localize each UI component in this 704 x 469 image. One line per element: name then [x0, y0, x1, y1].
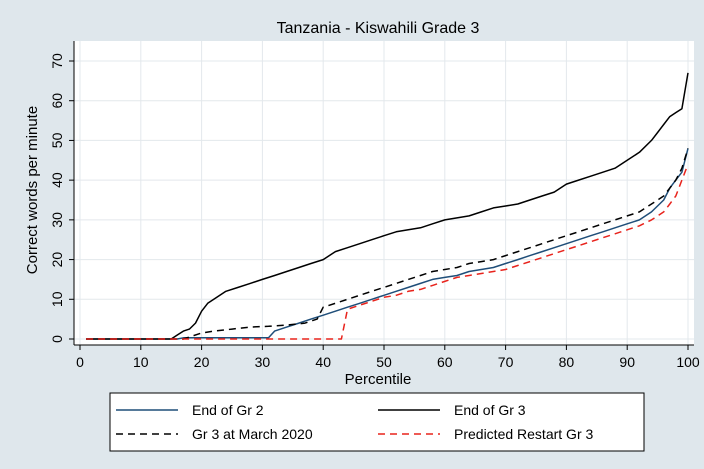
- x-tick-label: 40: [315, 354, 331, 370]
- x-tick-label: 30: [255, 354, 271, 370]
- series-lines: [86, 72, 689, 340]
- legend-box: [109, 392, 645, 452]
- y-tick-label: 20: [49, 252, 65, 268]
- y-tick-label: 0: [49, 335, 65, 343]
- x-tick-label: 100: [676, 354, 700, 370]
- x-tick-label: 50: [376, 354, 392, 370]
- y-tick-label: 70: [49, 53, 65, 69]
- y-tick-label: 60: [49, 93, 65, 109]
- y-axis-label: Correct words per minute: [24, 106, 41, 274]
- legend-label-3: Predicted Restart Gr 3: [454, 426, 593, 442]
- x-tick-label: 60: [437, 354, 453, 370]
- y-tick-label: 40: [49, 172, 65, 188]
- series-line-3: [86, 164, 689, 340]
- axes: 0 10 20 30 40 50 60 70 80 90 100 0 10 20 30 40 50 60 70: [49, 41, 700, 370]
- x-tick-label: 0: [76, 354, 84, 370]
- series-line-0: [86, 148, 689, 340]
- chart-title: Tanzania - Kiswahili Grade 3: [277, 20, 480, 37]
- series-line-1: [86, 72, 689, 340]
- y-tick-label: 10: [49, 291, 65, 307]
- x-tick-label: 10: [133, 354, 149, 370]
- grid-lines: [74, 41, 694, 345]
- x-axis-label: Percentile: [345, 371, 412, 388]
- series-line-2: [86, 148, 689, 340]
- legend-label-1: End of Gr 3: [454, 402, 526, 418]
- x-tick-label: 70: [498, 354, 514, 370]
- y-tick-label: 50: [49, 132, 65, 148]
- x-tick-label: 20: [194, 354, 210, 370]
- legend-label-0: End of Gr 2: [192, 402, 264, 418]
- legend: End of Gr 2 End of Gr 3 Gr 3 at March 2020…: [109, 392, 645, 452]
- y-tick-label: 30: [49, 212, 65, 228]
- x-tick-label: 80: [559, 354, 575, 370]
- legend-label-2: Gr 3 at March 2020: [192, 426, 313, 442]
- x-tick-label: 90: [619, 354, 635, 370]
